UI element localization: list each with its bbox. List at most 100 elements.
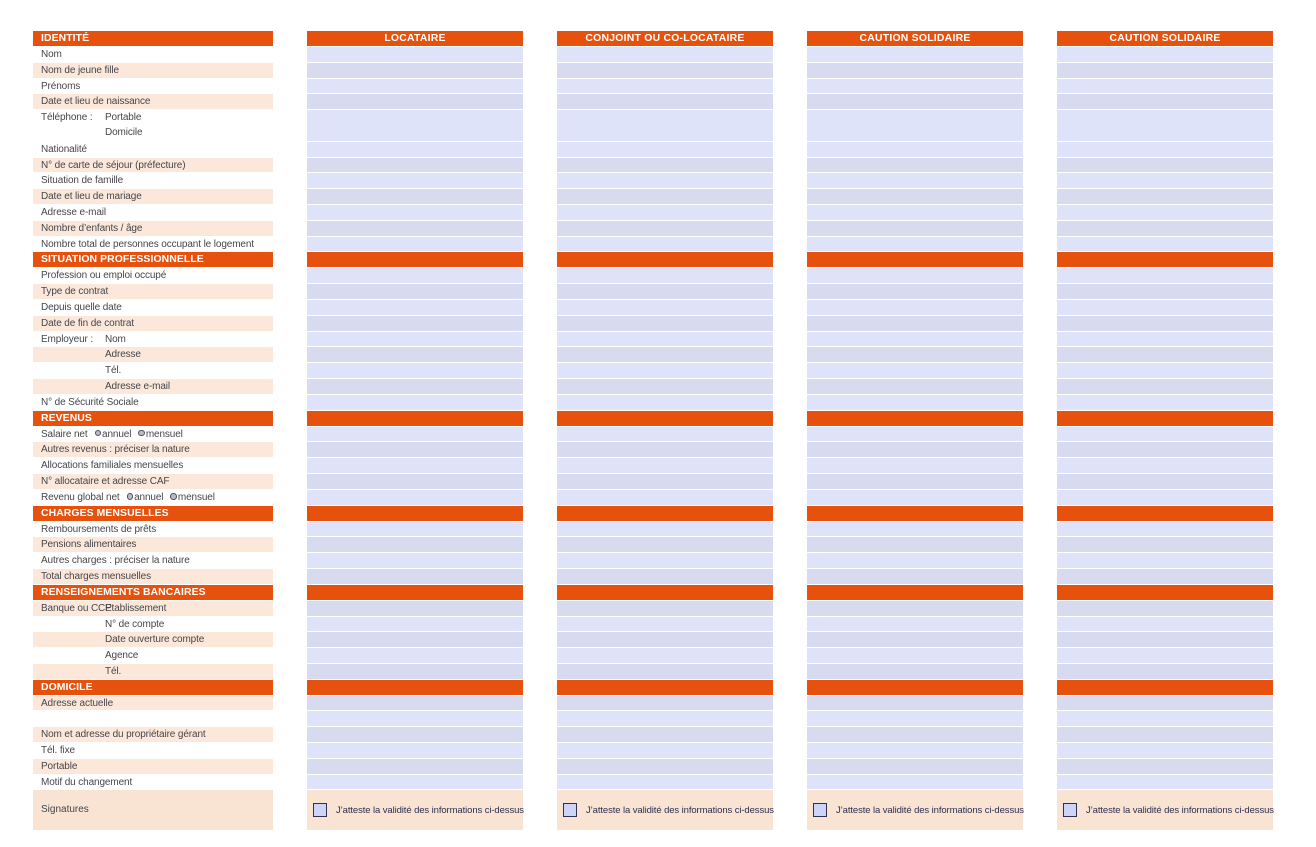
input-cell-locataire[interactable] [307,189,523,204]
input-cell-conjoint-ou-co-locataire[interactable] [557,331,773,347]
input-cell-conjoint-ou-co-locataire[interactable] [557,663,773,679]
input-cell-caution-solidaire-2[interactable] [1057,711,1273,727]
input-cell-caution-solidaire-2[interactable] [1057,774,1273,790]
input-cell-caution-solidaire-1[interactable] [807,331,1023,347]
input-cell-caution-solidaire-1[interactable] [807,473,1023,489]
input-cell-conjoint-ou-co-locataire[interactable] [557,315,773,331]
input-cell-caution-solidaire-1[interactable] [807,553,1023,568]
input-cell-caution-solidaire-1[interactable] [807,537,1023,553]
input-cell-caution-solidaire-2[interactable] [1057,173,1273,189]
input-cell-locataire[interactable] [307,220,523,236]
input-cell-locataire[interactable] [307,110,523,141]
input-cell-caution-solidaire-1[interactable] [807,568,1023,584]
input-cell-locataire[interactable] [307,394,523,410]
input-cell-caution-solidaire-2[interactable] [1057,394,1273,410]
input-cell-conjoint-ou-co-locataire[interactable] [557,616,773,632]
input-cell-locataire[interactable] [307,363,523,378]
input-cell-locataire[interactable] [307,521,523,537]
input-cell-conjoint-ou-co-locataire[interactable] [557,173,773,189]
input-cell-caution-solidaire-1[interactable] [807,758,1023,774]
input-cell-caution-solidaire-1[interactable] [807,774,1023,790]
input-cell-conjoint-ou-co-locataire[interactable] [557,157,773,173]
input-cell-caution-solidaire-2[interactable] [1057,236,1273,252]
input-cell-caution-solidaire-1[interactable] [807,141,1023,157]
input-cell-locataire[interactable] [307,299,523,315]
input-cell-caution-solidaire-2[interactable] [1057,204,1273,220]
input-cell-conjoint-ou-co-locataire[interactable] [557,94,773,110]
input-cell-conjoint-ou-co-locataire[interactable] [557,758,773,774]
input-cell-caution-solidaire-1[interactable] [807,284,1023,299]
input-cell-conjoint-ou-co-locataire[interactable] [557,394,773,410]
input-cell-locataire[interactable] [307,632,523,648]
input-cell-caution-solidaire-1[interactable] [807,600,1023,616]
input-cell-caution-solidaire-1[interactable] [807,157,1023,173]
input-cell-caution-solidaire-1[interactable] [807,743,1023,758]
input-cell-locataire[interactable] [307,616,523,632]
input-cell-conjoint-ou-co-locataire[interactable] [557,299,773,315]
input-cell-caution-solidaire-1[interactable] [807,426,1023,442]
input-cell-caution-solidaire-1[interactable] [807,727,1023,743]
input-cell-conjoint-ou-co-locataire[interactable] [557,236,773,252]
input-cell-caution-solidaire-2[interactable] [1057,473,1273,489]
input-cell-locataire[interactable] [307,331,523,347]
input-cell-caution-solidaire-2[interactable] [1057,78,1273,94]
input-cell-conjoint-ou-co-locataire[interactable] [557,473,773,489]
input-cell-conjoint-ou-co-locataire[interactable] [557,426,773,442]
input-cell-caution-solidaire-2[interactable] [1057,632,1273,648]
input-cell-caution-solidaire-2[interactable] [1057,537,1273,553]
radio-mensuel-icon[interactable] [170,493,177,500]
input-cell-conjoint-ou-co-locataire[interactable] [557,458,773,473]
input-cell-caution-solidaire-1[interactable] [807,663,1023,679]
input-cell-locataire[interactable] [307,695,523,711]
attestation-checkbox-conjoint-ou-co-locataire[interactable] [563,803,577,818]
input-cell-locataire[interactable] [307,568,523,584]
input-cell-caution-solidaire-2[interactable] [1057,758,1273,774]
input-cell-caution-solidaire-1[interactable] [807,78,1023,94]
input-cell-conjoint-ou-co-locataire[interactable] [557,378,773,394]
input-cell-conjoint-ou-co-locataire[interactable] [557,695,773,711]
input-cell-caution-solidaire-1[interactable] [807,632,1023,648]
input-cell-caution-solidaire-1[interactable] [807,315,1023,331]
input-cell-conjoint-ou-co-locataire[interactable] [557,537,773,553]
input-cell-caution-solidaire-2[interactable] [1057,47,1273,62]
input-cell-locataire[interactable] [307,378,523,394]
input-cell-caution-solidaire-1[interactable] [807,268,1023,284]
input-cell-locataire[interactable] [307,553,523,568]
input-cell-conjoint-ou-co-locataire[interactable] [557,774,773,790]
input-cell-caution-solidaire-1[interactable] [807,347,1023,363]
input-cell-locataire[interactable] [307,94,523,110]
input-cell-caution-solidaire-1[interactable] [807,173,1023,189]
input-cell-caution-solidaire-1[interactable] [807,62,1023,78]
input-cell-locataire[interactable] [307,473,523,489]
input-cell-conjoint-ou-co-locataire[interactable] [557,347,773,363]
input-cell-caution-solidaire-2[interactable] [1057,94,1273,110]
input-cell-conjoint-ou-co-locataire[interactable] [557,284,773,299]
input-cell-locataire[interactable] [307,458,523,473]
input-cell-conjoint-ou-co-locataire[interactable] [557,204,773,220]
input-cell-caution-solidaire-1[interactable] [807,363,1023,378]
attestation-checkbox-caution-solidaire-1[interactable] [813,803,827,818]
input-cell-caution-solidaire-1[interactable] [807,378,1023,394]
input-cell-conjoint-ou-co-locataire[interactable] [557,189,773,204]
input-cell-caution-solidaire-2[interactable] [1057,141,1273,157]
input-cell-caution-solidaire-1[interactable] [807,616,1023,632]
input-cell-locataire[interactable] [307,442,523,458]
input-cell-conjoint-ou-co-locataire[interactable] [557,220,773,236]
input-cell-conjoint-ou-co-locataire[interactable] [557,47,773,62]
input-cell-locataire[interactable] [307,600,523,616]
input-cell-conjoint-ou-co-locataire[interactable] [557,632,773,648]
input-cell-caution-solidaire-2[interactable] [1057,553,1273,568]
input-cell-locataire[interactable] [307,347,523,363]
input-cell-conjoint-ou-co-locataire[interactable] [557,141,773,157]
input-cell-caution-solidaire-1[interactable] [807,442,1023,458]
attestation-checkbox-caution-solidaire-2[interactable] [1063,803,1077,818]
input-cell-caution-solidaire-2[interactable] [1057,284,1273,299]
input-cell-caution-solidaire-1[interactable] [807,695,1023,711]
input-cell-conjoint-ou-co-locataire[interactable] [557,268,773,284]
input-cell-locataire[interactable] [307,489,523,505]
input-cell-locataire[interactable] [307,758,523,774]
input-cell-caution-solidaire-1[interactable] [807,220,1023,236]
input-cell-conjoint-ou-co-locataire[interactable] [557,600,773,616]
input-cell-caution-solidaire-1[interactable] [807,394,1023,410]
input-cell-caution-solidaire-2[interactable] [1057,220,1273,236]
